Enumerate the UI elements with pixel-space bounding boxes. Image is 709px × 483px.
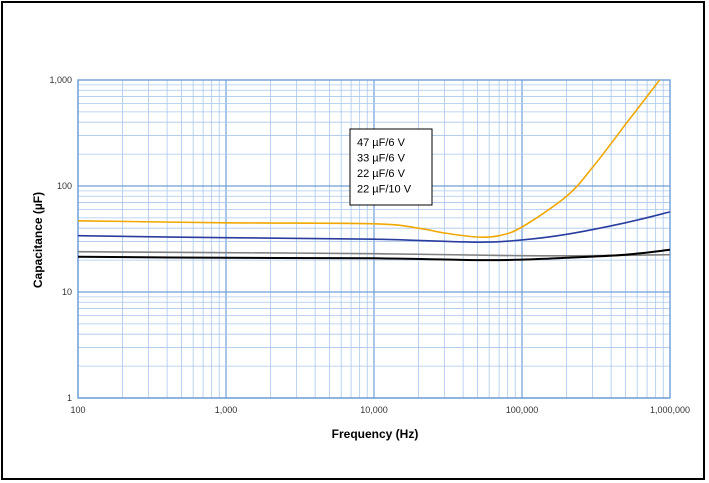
x-axis-title: Frequency (Hz)	[332, 427, 419, 441]
y-tick-label: 1	[67, 393, 72, 403]
y-axis-title: Capacitance (µF)	[31, 192, 45, 288]
y-tick-label: 100	[57, 181, 72, 191]
x-tick-label: 1,000,000	[650, 405, 690, 415]
series-line-3	[77, 248, 671, 262]
x-tick-label: 100	[70, 405, 85, 415]
legend-entry: 47 µF/6 V	[357, 137, 406, 149]
plot-area-border	[77, 79, 671, 399]
series-line-0	[77, 79, 661, 239]
legend-entry: 22 µF/6 V	[357, 168, 406, 180]
x-tick-label: 1,000	[215, 405, 238, 415]
tick-labels: 100 1,000 10,000 100,000 1,000,000 1 10 100 1,00…	[49, 75, 690, 415]
series-line-1	[77, 211, 671, 244]
series-lines	[77, 79, 671, 262]
legend-box	[349, 128, 433, 206]
y-tick-label: 1,000	[49, 75, 72, 85]
legend-entry: 33 µF/6 V	[357, 153, 406, 165]
y-tick-label: 10	[62, 287, 72, 297]
legend: 47 µF/6 V 33 µF/6 V 22 µF/6 V 22 µF/10 V	[349, 128, 433, 206]
legend-entry: 22 µF/10 V	[357, 184, 412, 196]
x-tick-label: 100,000	[506, 405, 539, 415]
x-tick-label: 10,000	[360, 405, 388, 415]
